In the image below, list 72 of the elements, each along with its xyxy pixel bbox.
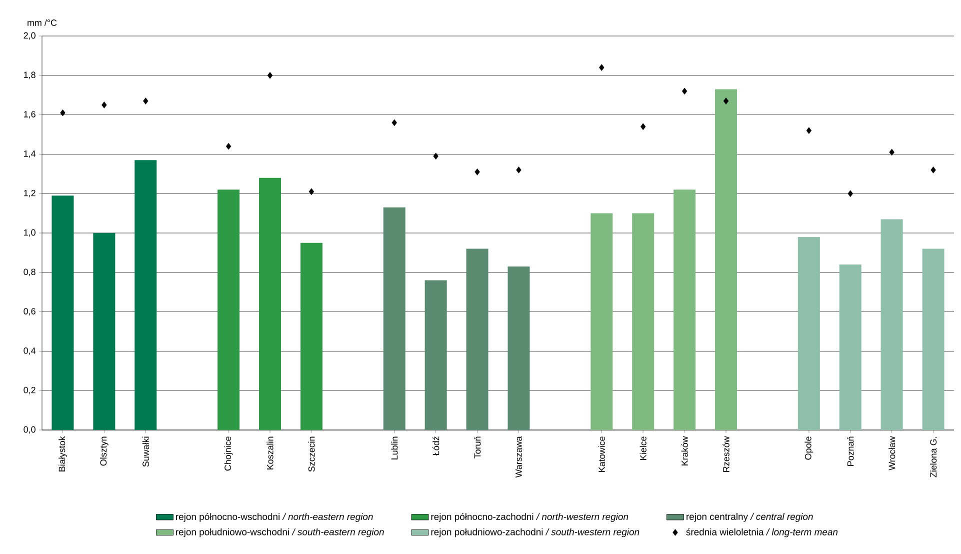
y-tick-label: 1,4 — [24, 150, 36, 158]
point — [930, 166, 936, 174]
point — [226, 142, 232, 150]
y-tick-label: 0,4 — [24, 347, 36, 355]
bar — [922, 248, 944, 430]
x-tick-label: Suwałki — [142, 436, 149, 467]
bar — [383, 207, 406, 430]
y-tick-label: 0,8 — [24, 268, 36, 276]
bar — [839, 264, 862, 430]
point — [806, 127, 812, 134]
bar — [798, 236, 820, 430]
point — [474, 168, 480, 176]
bar — [300, 242, 322, 430]
bar — [52, 196, 74, 430]
legend-label: rejon północno-zachodni / north-western region — [431, 512, 628, 522]
bar — [218, 190, 240, 430]
x-tick-label: Białystok — [58, 436, 67, 472]
point — [143, 98, 148, 104]
point — [433, 152, 438, 160]
point — [848, 190, 853, 197]
y-tick-label: 2,0 — [24, 32, 36, 40]
bar — [93, 232, 116, 430]
bar — [715, 89, 738, 430]
point — [267, 72, 273, 79]
bar — [424, 280, 447, 430]
x-tick-label: Zielona G. — [930, 437, 937, 478]
y-axis-title: mm /°C — [28, 19, 57, 26]
point — [640, 123, 646, 130]
bar — [674, 190, 696, 430]
bar — [466, 248, 488, 430]
legend-label: średnia wieloletnia / long-term mean — [686, 528, 838, 538]
point — [392, 119, 397, 126]
legend-label: rejon południowo-zachodni / south-western region — [431, 528, 640, 538]
x-tick-label: Lublin — [391, 436, 398, 460]
bar — [632, 213, 654, 430]
y-tick-label: 0,6 — [24, 308, 36, 316]
point — [516, 166, 522, 174]
bar — [134, 160, 157, 430]
y-tick-label: 1,6 — [24, 111, 36, 118]
x-tick-label: Opole — [804, 436, 814, 460]
y-tick-label: 1,2 — [24, 190, 36, 198]
point — [682, 88, 688, 95]
x-tick-label: Kraków — [681, 436, 688, 466]
legend-label: rejon północno-wschodni / north-eastern region — [176, 512, 373, 522]
bar — [259, 178, 282, 430]
y-tick-label: 1,8 — [24, 72, 36, 80]
x-tick-label: Olsztyn — [100, 436, 108, 466]
y-tick-label: 1,0 — [24, 229, 36, 237]
x-tick-label: Kielce — [640, 436, 646, 460]
x-tick-label: Chojnice — [224, 436, 233, 471]
point — [308, 188, 314, 196]
x-tick-label: Rzeszów — [722, 436, 730, 472]
point — [889, 148, 894, 156]
x-tick-label: Warszawa — [516, 436, 522, 478]
point — [60, 109, 66, 116]
point — [599, 64, 604, 71]
legend-label: rejon południowo-wschodni / south-eastern region — [176, 528, 384, 538]
x-tick-label: Katowice — [598, 436, 605, 472]
y-tick-label: 0,0 — [24, 426, 36, 434]
x-tick-label: Koszalin — [266, 436, 274, 470]
point — [102, 102, 107, 108]
legend-label: rejon centralny / central region — [686, 513, 813, 522]
point — [723, 98, 729, 104]
y-tick-label: 0,2 — [24, 386, 36, 394]
bar — [880, 219, 903, 430]
bar — [508, 266, 530, 430]
x-tick-label: Łódź — [432, 436, 440, 456]
x-tick-label: Szczecin — [308, 436, 315, 472]
x-tick-label: Poznań — [847, 436, 854, 466]
x-tick-label: Wrocław — [888, 436, 896, 470]
bar — [590, 213, 613, 430]
x-tick-label: Toruń — [474, 436, 481, 458]
